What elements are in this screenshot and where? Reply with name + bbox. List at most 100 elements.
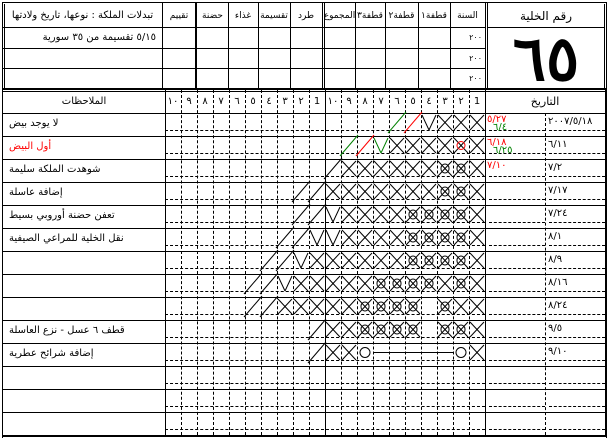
log-note[interactable]: إضافة شرائح عطرية xyxy=(9,347,94,359)
grid-line xyxy=(2,2,607,3)
frame-mark-line xyxy=(387,111,407,134)
year-cell[interactable]: ٢٠٠ xyxy=(469,53,482,63)
frame-number-header: ٨ xyxy=(202,96,208,107)
grid-line xyxy=(605,90,606,435)
grid-line xyxy=(487,3,488,88)
capped-frame-mark xyxy=(360,301,370,312)
log-note[interactable]: شوهدت الملكة سليمة xyxy=(9,163,101,175)
dotted-divider xyxy=(357,90,358,435)
dotted-divider xyxy=(489,337,545,338)
year-cell[interactable]: ٢٠٠ xyxy=(469,73,482,83)
capped-frame-mark xyxy=(392,301,402,312)
frame-mark-line xyxy=(389,160,405,177)
log-note[interactable]: نقل الخلية للمراعي الصيفية xyxy=(9,232,124,244)
dotted-divider xyxy=(389,90,390,435)
frame-mark-line xyxy=(421,114,430,131)
frame-mark-line xyxy=(325,229,334,246)
sub-date: ٦/٢٥ xyxy=(493,144,513,156)
grid-line xyxy=(165,90,166,435)
frame-mark-line xyxy=(403,111,423,134)
log-note[interactable]: قطف ٦ عسل - نزع العاسلة xyxy=(9,324,125,336)
frame-mark-line xyxy=(389,206,405,223)
frame-mark-line xyxy=(357,183,373,200)
frame-number-header: ٤ xyxy=(426,96,432,107)
header-harvest2: قطفة٢ xyxy=(388,10,415,21)
frame-mark-line xyxy=(437,321,453,338)
log-date[interactable]: ٨/٢٤ xyxy=(548,299,568,311)
grid-line xyxy=(290,3,291,88)
capped-frame-mark xyxy=(408,301,418,312)
frame-mark-line xyxy=(325,275,341,292)
dotted-divider xyxy=(165,268,485,269)
frame-mark-line xyxy=(380,137,389,154)
frame-mark-line xyxy=(341,229,357,246)
grid-line xyxy=(2,343,607,344)
grid-line xyxy=(418,3,419,88)
dotted-divider xyxy=(489,268,545,269)
capped-frame-mark xyxy=(408,232,418,243)
dotted-divider xyxy=(489,429,545,430)
dotted-divider xyxy=(469,90,470,435)
year-cell[interactable]: ٢٠٠ xyxy=(469,32,482,42)
queen-change-cell[interactable]: ٥/١٥ تقسيمة من ٣٥ سورية xyxy=(42,31,156,43)
frame-mark-line xyxy=(307,318,327,341)
frame-mark-line xyxy=(437,252,453,269)
dotted-divider xyxy=(213,90,214,435)
capped-frame-mark xyxy=(408,209,418,220)
dotted-divider xyxy=(549,268,605,269)
log-date[interactable]: ٩/٥ xyxy=(548,322,563,334)
frame-mark-line xyxy=(293,275,309,292)
log-date[interactable]: ٧/٢ xyxy=(548,161,563,173)
dotted-divider xyxy=(165,360,485,361)
dotted-divider xyxy=(489,245,545,246)
log-date[interactable]: ٧/١٧ xyxy=(548,184,568,196)
log-date[interactable]: ٢٠٠٧/٥/١٨ xyxy=(548,115,593,127)
capped-frame-mark xyxy=(456,255,466,266)
log-note[interactable]: لا يوجد بيض xyxy=(9,117,59,129)
dotted-divider xyxy=(165,291,485,292)
dotted-divider xyxy=(437,90,438,435)
grid-line xyxy=(3,27,485,28)
capped-frame-mark xyxy=(408,255,418,266)
log-date[interactable]: ٩/١٠ xyxy=(548,345,568,357)
dotted-divider xyxy=(489,406,545,407)
frame-mark-line xyxy=(437,183,453,200)
capped-frame-mark xyxy=(440,255,450,266)
dotted-divider xyxy=(549,383,605,384)
header-brood: حضنة xyxy=(202,10,223,21)
grid-line xyxy=(3,48,485,49)
frame-mark-line xyxy=(341,275,357,292)
grid-line xyxy=(2,159,607,160)
header-swarm: طرد xyxy=(297,10,315,21)
frame-mark-line xyxy=(405,160,421,177)
frame-mark-line xyxy=(469,183,485,200)
log-date[interactable]: ٧/٢٤ xyxy=(548,207,568,219)
frame-mark-line xyxy=(341,160,357,177)
capped-frame-mark xyxy=(440,163,450,174)
log-date[interactable]: ٨/١٦ xyxy=(548,276,568,288)
dotted-divider xyxy=(489,199,545,200)
grid-line xyxy=(2,389,607,390)
log-note[interactable]: إضافة عاسلة xyxy=(9,186,63,198)
frame-mark-line xyxy=(325,252,341,269)
log-note[interactable]: تعفن حضنة أوروبي بسيط xyxy=(9,209,115,221)
dotted-divider xyxy=(229,90,230,435)
frame-mark-line xyxy=(428,114,437,131)
frame-mark-line xyxy=(341,321,357,338)
log-date[interactable]: ٨/١ xyxy=(548,230,563,242)
frame-mark-line xyxy=(453,229,469,246)
frame-mark-line xyxy=(469,160,485,177)
log-date[interactable]: ٦/١١ xyxy=(548,138,568,150)
frame-mark-line xyxy=(307,180,327,203)
log-date[interactable]: ٨/٩ xyxy=(548,253,563,265)
capped-frame-mark xyxy=(424,278,434,289)
log-note[interactable]: أول البيض xyxy=(9,140,52,152)
frame-number-header: ٤ xyxy=(266,96,272,107)
frame-mark-line xyxy=(357,275,373,292)
dotted-divider xyxy=(549,222,605,223)
frame-mark-line xyxy=(469,252,485,269)
frame-mark-line xyxy=(325,321,341,338)
frame-number-header: ٥ xyxy=(250,96,256,107)
grid-line xyxy=(355,3,356,88)
